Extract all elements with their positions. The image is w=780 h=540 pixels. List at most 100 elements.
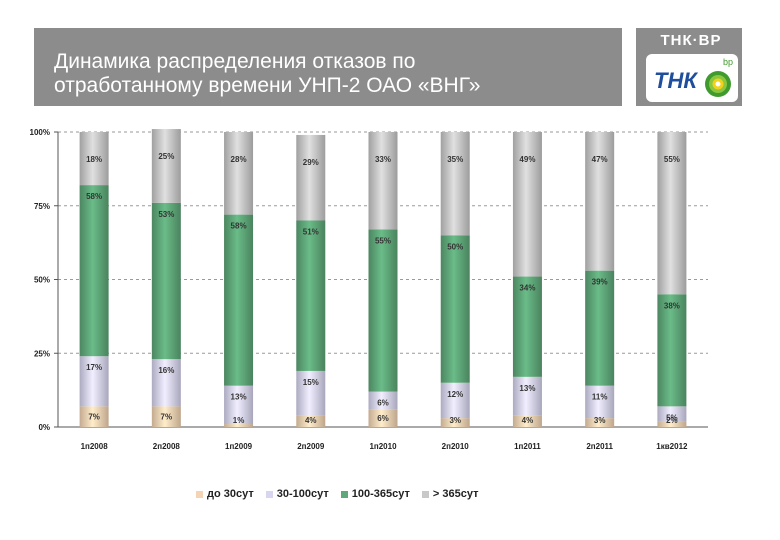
bar-segment-4 <box>368 132 398 230</box>
data-label: 34% <box>519 284 535 293</box>
data-label: 1% <box>233 416 245 425</box>
y-tick-label: 0% <box>38 423 50 432</box>
data-label: 39% <box>592 278 608 287</box>
data-label: 55% <box>375 236 391 245</box>
legend-swatch-s3 <box>340 490 348 498</box>
bar-segment-4 <box>296 134 326 221</box>
bar-segment-4 <box>440 132 470 236</box>
data-label: 28% <box>231 155 247 164</box>
bar-segment-2 <box>512 376 542 416</box>
y-tick-label: 25% <box>34 349 50 358</box>
data-labels: 7% 17% 58% 18% 7% 16% 53% 25% 1% 13% 58% 28% 4% 15% 51… <box>86 152 680 425</box>
legend-item-s4: > 365сут <box>421 488 479 500</box>
legend-label-s1: до 30сут <box>207 488 254 500</box>
bar-segment-3 <box>585 270 615 386</box>
data-label: 53% <box>158 210 174 219</box>
logo-emblem-graphic: ТНК bp <box>654 57 733 97</box>
bar-segment-3 <box>512 276 542 377</box>
title-banner <box>0 28 622 106</box>
legend-item-s1: до 30сут <box>196 488 254 500</box>
data-label: 12% <box>447 390 463 399</box>
bar-segment-2 <box>440 382 470 419</box>
data-label: 6% <box>377 399 389 408</box>
data-label: 25% <box>158 152 174 161</box>
x-tick-labels: 1п2008 2п2008 1п2009 2п2009 1п2010 2п2010 1п20… <box>81 442 688 451</box>
data-label: 7% <box>161 413 173 422</box>
bar-segment-3 <box>296 220 326 371</box>
data-label: 50% <box>447 242 463 251</box>
bar-segment-2 <box>657 406 687 422</box>
data-label: 51% <box>303 228 319 237</box>
x-tick-label: 1п2010 <box>369 442 397 451</box>
data-label: 29% <box>303 158 319 167</box>
bar-segment-1 <box>368 409 398 427</box>
data-label: 3% <box>594 416 606 425</box>
bar-segment-3 <box>368 229 398 392</box>
bar-segment-1 <box>151 406 181 427</box>
legend-item-s2: 30-100сут <box>265 488 329 500</box>
y-tick-label: 75% <box>34 202 50 211</box>
bar-segment-1 <box>440 418 470 427</box>
data-label: 2% <box>666 416 678 425</box>
legend-item-s3: 100-365сут <box>340 488 410 500</box>
bar-segment-1 <box>296 415 326 427</box>
y-tick-label: 50% <box>34 276 50 285</box>
bar-segment-4 <box>151 129 181 203</box>
bar-segment-1 <box>585 418 615 427</box>
y-tick-labels: 0% 25% 50% 75% 100% <box>30 128 50 432</box>
bar-segment-2 <box>79 356 109 407</box>
bar-segment-3 <box>440 235 470 383</box>
bar-segment-3 <box>224 214 254 386</box>
bp-helios-icon <box>705 71 731 97</box>
data-label: 38% <box>664 301 680 310</box>
bar-segment-3 <box>79 185 109 357</box>
x-tick-label: 2п2008 <box>153 442 181 451</box>
bar-segment-1 <box>512 415 542 427</box>
bar-segment-2 <box>151 359 181 407</box>
bar-segment-4 <box>657 132 687 295</box>
bar-segment-1 <box>79 406 109 427</box>
data-label: 49% <box>519 155 535 164</box>
data-label: 6% <box>377 414 389 423</box>
data-label: 47% <box>592 155 608 164</box>
legend-swatch-s2 <box>265 490 273 498</box>
bar-segment-4 <box>224 132 254 215</box>
bar-segment-1 <box>224 424 254 427</box>
bar-segment-1 <box>657 421 687 427</box>
bar-segment-3 <box>151 202 181 360</box>
data-label: 18% <box>86 155 102 164</box>
data-label: 58% <box>86 192 102 201</box>
x-tick-label: 2п2010 <box>442 442 470 451</box>
legend-label-s3: 100-365сут <box>351 488 410 500</box>
x-tick-label: 1п2009 <box>225 442 253 451</box>
data-label: 11% <box>592 393 608 402</box>
x-tick-label: 2п2009 <box>297 442 325 451</box>
legend: до 30сут 30-100сут 100-365сут > 365сут <box>196 487 479 501</box>
x-tick-label: 1п2011 <box>514 442 541 451</box>
data-label: 13% <box>231 393 247 402</box>
bar-segment-4 <box>79 132 109 186</box>
bar-segment-2 <box>224 385 254 425</box>
data-label: 55% <box>664 155 680 164</box>
legend-label-s4: > 365сут <box>432 488 479 500</box>
x-tick-label: 1кв2012 <box>656 442 688 451</box>
legend-swatch-s4 <box>421 490 429 498</box>
data-label: 35% <box>447 155 463 164</box>
logo-emblem: ТНК bp <box>646 54 738 102</box>
tnk-logo-mark: ТНК <box>654 68 698 93</box>
bar-segment-2 <box>296 370 326 416</box>
bars <box>79 129 687 427</box>
data-label: 15% <box>303 378 319 387</box>
data-label: 5% <box>666 413 678 422</box>
x-tick-label: 2п2011 <box>586 442 613 451</box>
bar-segment-4 <box>585 132 615 271</box>
legend-swatch-s1 <box>196 490 203 498</box>
bp-logo-text: bp <box>723 57 733 67</box>
bar-segment-4 <box>512 132 542 277</box>
data-label: 3% <box>449 416 461 425</box>
page-title: Динамика распределения отказов по отрабо… <box>54 50 481 97</box>
y-tick-label: 100% <box>30 128 50 137</box>
data-label: 16% <box>158 366 174 375</box>
